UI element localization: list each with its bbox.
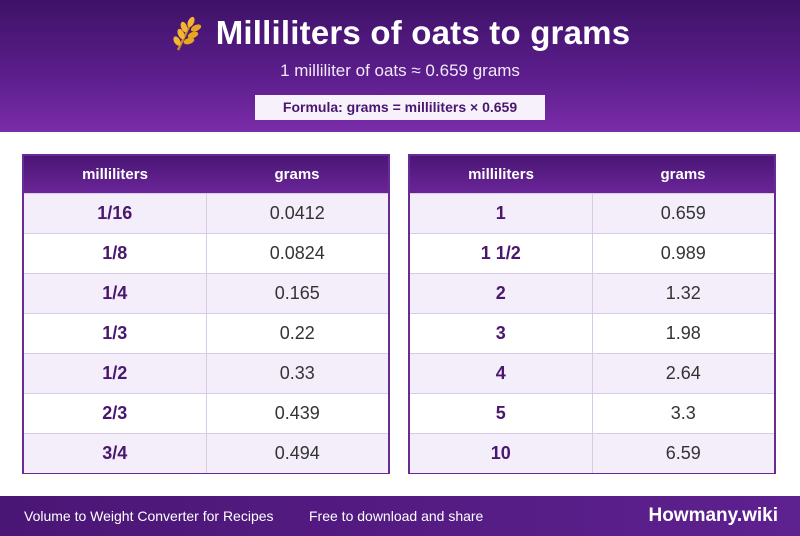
table-row: 3 1.98: [410, 313, 774, 353]
conversion-table-right: milliliters grams 1 0.659 1 1/2 0.989 2 1.3…: [408, 154, 776, 474]
title-row: Milliliters of oats to grams: [0, 14, 800, 52]
milliliters-cell: 2: [410, 274, 593, 313]
table-row: 1/8 0.0824: [24, 233, 388, 273]
grams-cell: 0.0412: [269, 203, 325, 223]
column-header-milliliters: milliliters: [82, 166, 148, 183]
table-row: 2 1.32: [410, 273, 774, 313]
table-header: milliliters grams: [410, 156, 774, 193]
grams-cell: 0.0824: [269, 243, 325, 263]
table-row: 1 1/2 0.989: [410, 233, 774, 273]
table-row: 1 0.659: [410, 193, 774, 233]
table-header: milliliters grams: [24, 156, 388, 193]
grams-cell: 3.3: [670, 403, 696, 423]
wheat-icon: [173, 16, 201, 51]
milliliters-cell: 1/4: [24, 274, 207, 313]
table-row: 4 2.64: [410, 353, 774, 393]
grams-cell: 0.439: [274, 403, 320, 423]
milliliters-cell: 1/8: [24, 234, 207, 273]
column-header-grams: grams: [660, 166, 706, 183]
table-row: 5 3.3: [410, 393, 774, 433]
milliliters-cell: 1/16: [24, 194, 207, 233]
grams-cell: 6.59: [665, 443, 701, 463]
milliliters-cell: 3/4: [24, 434, 207, 473]
milliliters-cell: 4: [410, 354, 593, 393]
column-header-milliliters: milliliters: [468, 166, 534, 183]
milliliters-cell: 1/3: [24, 314, 207, 353]
formula-badge: Formula: grams = milliliters × 0.659: [255, 95, 545, 120]
grams-cell: 0.33: [279, 363, 315, 383]
page-title: Milliliters of oats to grams: [215, 14, 631, 51]
grams-cell: 0.494: [274, 443, 320, 463]
brand-logo-text[interactable]: Howmany.wiki: [648, 505, 778, 526]
table-row: 2/3 0.439: [24, 393, 388, 433]
table-row: 3/4 0.494: [24, 433, 388, 473]
footer-share-note: Free to download and share: [309, 508, 484, 524]
header-banner: Milliliters of oats to grams 1 millilite…: [0, 0, 800, 132]
table-row: 1/2 0.33: [24, 353, 388, 393]
conversion-subtitle: 1 milliliter of oats ≈ 0.659 grams: [280, 61, 520, 80]
milliliters-cell: 1: [410, 194, 593, 233]
grams-cell: 1.32: [665, 283, 701, 303]
table-row: 1/3 0.22: [24, 313, 388, 353]
conversion-table-left: milliliters grams 1/16 0.0412 1/8 0.0824 1…: [22, 154, 390, 474]
table-row: 1/4 0.165: [24, 273, 388, 313]
grams-cell: 2.64: [665, 363, 701, 383]
milliliters-cell: 1 1/2: [410, 234, 593, 273]
footer-description: Volume to Weight Converter for Recipes: [24, 508, 274, 524]
table-row: 10 6.59: [410, 433, 774, 473]
footer-bar: Volume to Weight Converter for Recipes F…: [0, 496, 800, 536]
grams-cell: 1.98: [665, 323, 701, 343]
milliliters-cell: 3: [410, 314, 593, 353]
milliliters-cell: 5: [410, 394, 593, 433]
grams-cell: 0.659: [660, 203, 706, 223]
grams-cell: 0.165: [274, 283, 320, 303]
milliliters-cell: 10: [410, 434, 593, 473]
grams-cell: 0.989: [660, 243, 706, 263]
milliliters-cell: 2/3: [24, 394, 207, 433]
column-header-grams: grams: [274, 166, 320, 183]
milliliters-cell: 1/2: [24, 354, 207, 393]
grams-cell: 0.22: [279, 323, 315, 343]
table-row: 1/16 0.0412: [24, 193, 388, 233]
